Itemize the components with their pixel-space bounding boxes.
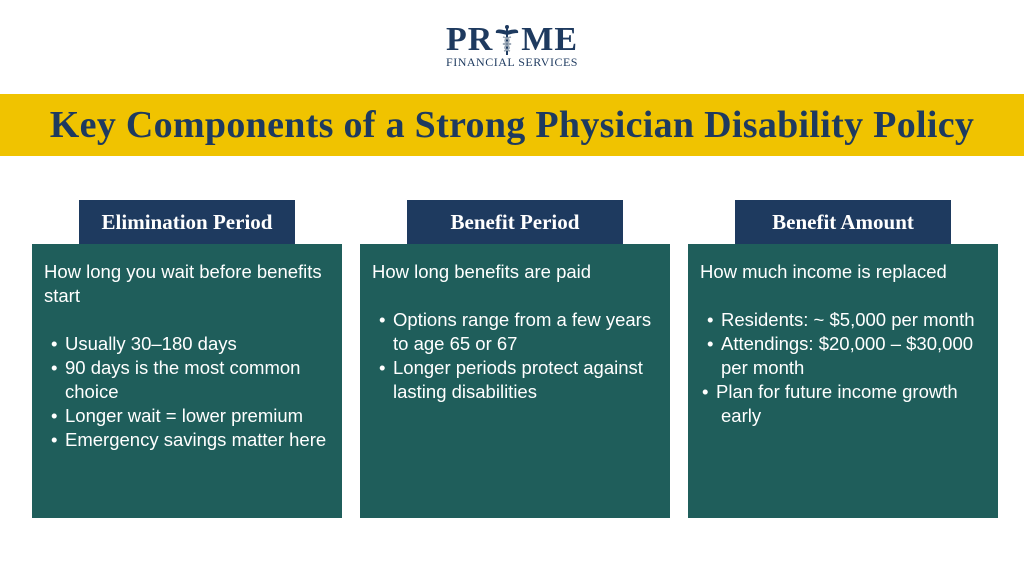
- logo-word-left: PR: [445, 21, 494, 58]
- list-item: 90 days is the most common choice: [51, 356, 332, 404]
- list-item: Plan for future income growth early: [707, 380, 988, 428]
- caduceus-icon: [496, 25, 519, 55]
- bullet-list: Residents: ~ $5,000 per month Attendings…: [700, 308, 988, 428]
- card-title: Benefit Period: [407, 200, 623, 244]
- card-intro: How long you wait before benefits start: [44, 261, 322, 306]
- logo-word-right: ME: [521, 21, 579, 58]
- list-item: Options range from a few years to age 65…: [379, 308, 660, 356]
- logo-wordmark: PR ME: [446, 22, 578, 58]
- bullet-list: Options range from a few years to age 65…: [372, 308, 660, 404]
- card-body: How long benefits are paid Options range…: [360, 244, 670, 518]
- bullet-list: Usually 30–180 days 90 days is the most …: [44, 332, 332, 452]
- list-item: Residents: ~ $5,000 per month: [707, 308, 988, 332]
- card-title: Elimination Period: [79, 200, 295, 244]
- logo: PR ME FINANCIAL SERVICES: [0, 22, 1024, 70]
- card-body: How long you wait before benefits start …: [32, 244, 342, 518]
- card-title: Benefit Amount: [735, 200, 951, 244]
- card-intro: How long benefits are paid: [372, 261, 592, 282]
- list-item: Emergency savings matter here: [51, 428, 332, 452]
- logo-subtitle: FINANCIAL SERVICES: [446, 55, 578, 69]
- list-item: Longer periods protect against lasting d…: [379, 356, 660, 404]
- title-banner: Key Components of a Strong Physician Dis…: [0, 94, 1024, 156]
- card-body: How much income is replaced Residents: ~…: [688, 244, 998, 518]
- card-intro: How much income is replaced: [700, 261, 947, 282]
- list-item: Longer wait = lower premium: [51, 404, 332, 428]
- list-item: Attendings: $20,000 – $30,000 per month: [707, 332, 988, 380]
- list-item: Usually 30–180 days: [51, 332, 332, 356]
- page-title: Key Components of a Strong Physician Dis…: [49, 104, 975, 146]
